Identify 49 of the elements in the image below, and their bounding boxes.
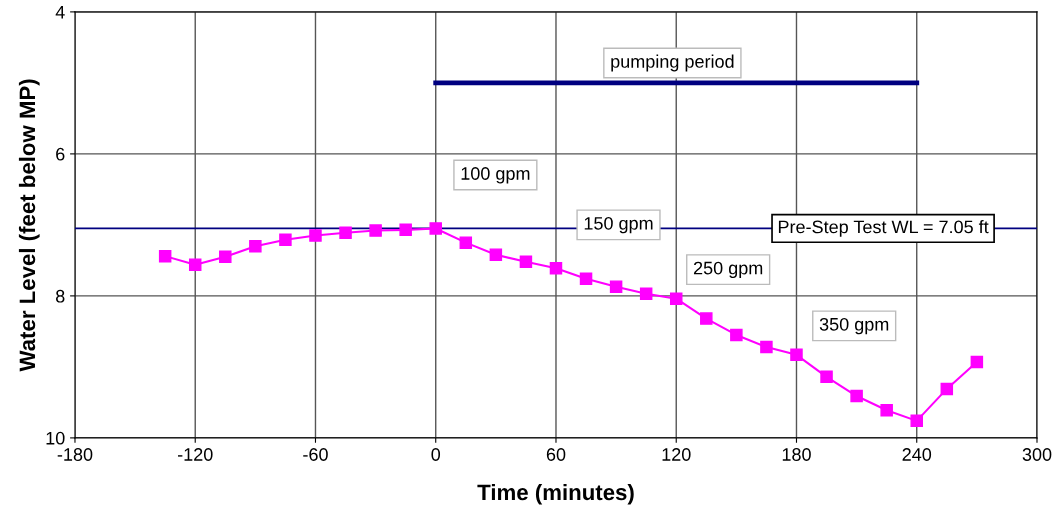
point — [669, 292, 683, 305]
x-tick-label: 240 — [902, 448, 932, 461]
x-tick-label: 180 — [782, 448, 811, 461]
annotation: 250 gpm — [693, 261, 763, 279]
ref-line-label: Pre-Step Test WL = 7.05 ft — [778, 220, 989, 237]
point — [249, 239, 262, 253]
point — [579, 272, 593, 286]
y-tick-label: 10 — [46, 431, 65, 445]
point — [489, 248, 503, 261]
annotation: 100 gpm — [461, 167, 530, 184]
point — [429, 222, 442, 235]
point — [459, 236, 473, 249]
point — [970, 355, 984, 369]
point — [369, 224, 382, 237]
annotation: pumping period — [611, 54, 734, 72]
point — [609, 280, 623, 293]
x-tick-label: 120 — [662, 448, 691, 461]
point — [880, 403, 893, 417]
point — [519, 255, 533, 269]
point — [279, 233, 292, 247]
x-tick-label: 0 — [431, 448, 441, 461]
point — [850, 389, 863, 403]
annotation: 150 gpm — [584, 216, 653, 234]
point — [700, 312, 713, 325]
point — [309, 229, 322, 242]
y-tick-label: 8 — [56, 289, 65, 303]
point — [549, 261, 563, 275]
y-tick-label: 4 — [55, 6, 65, 19]
y-tick-label: 6 — [56, 147, 65, 161]
point — [399, 223, 412, 237]
x-tick-label: -120 — [177, 448, 213, 461]
x-tick-label: -180 — [57, 448, 93, 461]
y-axis-title: Water Level (feet below MP) — [18, 79, 40, 372]
point — [188, 258, 202, 271]
point — [760, 340, 773, 354]
point — [940, 382, 954, 396]
x-tick-label: 300 — [1022, 448, 1052, 461]
x-axis-title: Time (minutes) — [477, 483, 634, 505]
point — [790, 348, 803, 362]
annotation: 350 gpm — [819, 317, 889, 335]
x-tick-label: 60 — [546, 448, 566, 461]
point — [910, 414, 923, 428]
point — [820, 370, 833, 384]
point — [730, 328, 743, 342]
point — [158, 249, 172, 263]
point — [339, 226, 352, 239]
x-tick-label: -60 — [303, 448, 328, 461]
point — [639, 287, 653, 301]
point — [219, 250, 232, 264]
